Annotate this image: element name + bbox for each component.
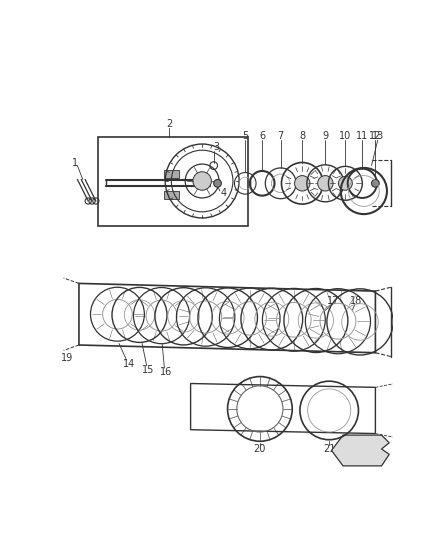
Text: 18: 18 (350, 296, 362, 306)
Bar (164, 191, 179, 199)
Text: 10: 10 (339, 131, 351, 141)
Bar (164, 170, 179, 178)
Circle shape (294, 175, 310, 191)
Text: 17: 17 (327, 296, 339, 306)
Text: 15: 15 (142, 365, 155, 375)
Text: 20: 20 (254, 444, 266, 454)
Circle shape (318, 175, 333, 191)
Text: 4: 4 (221, 188, 227, 198)
Text: 7: 7 (278, 131, 284, 141)
Text: 13: 13 (371, 131, 384, 141)
Text: 16: 16 (160, 367, 172, 377)
Text: 1: 1 (72, 158, 78, 167)
Circle shape (371, 180, 379, 187)
Bar (98, 137, 248, 225)
Text: 21: 21 (323, 444, 336, 454)
Circle shape (339, 176, 352, 190)
Text: 5: 5 (242, 131, 248, 141)
Polygon shape (332, 435, 389, 466)
Text: 6: 6 (259, 131, 265, 141)
Text: 9: 9 (322, 131, 328, 141)
Text: 14: 14 (123, 359, 135, 369)
Text: 2: 2 (166, 119, 172, 129)
Text: 11: 11 (356, 131, 368, 141)
Text: 19: 19 (61, 353, 74, 363)
Circle shape (214, 180, 221, 187)
Circle shape (193, 172, 212, 190)
Text: 12: 12 (369, 131, 381, 141)
Text: 8: 8 (299, 131, 305, 141)
Text: 3: 3 (213, 142, 219, 152)
